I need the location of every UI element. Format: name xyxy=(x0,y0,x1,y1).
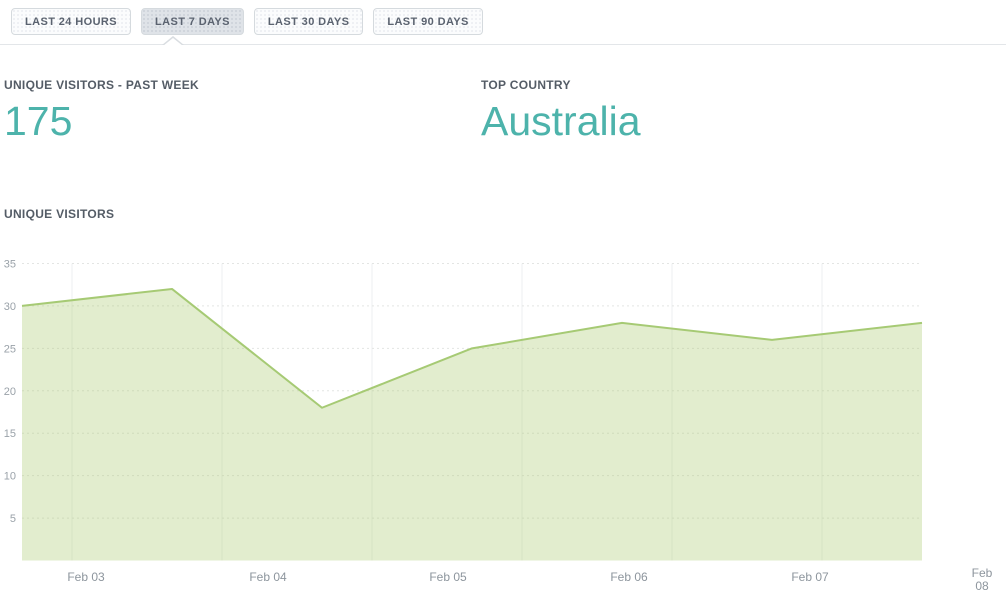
time-range-tabbar: LAST 24 HOURS LAST 7 DAYS LAST 30 DAYS L… xyxy=(11,8,483,35)
y-tick-label: 30 xyxy=(4,301,16,313)
tab-last-90-days[interactable]: LAST 90 DAYS xyxy=(373,8,483,35)
x-tick-label: 08 xyxy=(975,579,989,593)
stat-top-country: TOP COUNTRY Australia xyxy=(481,78,641,144)
x-tick-label: Feb xyxy=(972,566,993,580)
y-tick-label: 5 xyxy=(10,513,16,525)
x-tick-label: Feb 07 xyxy=(791,570,829,584)
stat-top-country-value: Australia xyxy=(481,98,641,144)
tab-last-30-days[interactable]: LAST 30 DAYS xyxy=(253,8,364,35)
x-tick-label: Feb 05 xyxy=(429,570,467,584)
x-tick-label: Feb 04 xyxy=(249,570,287,584)
stat-unique-visitors-value: 175 xyxy=(4,98,73,144)
y-tick-label: 10 xyxy=(4,471,16,483)
tab-last-24-hours[interactable]: LAST 24 HOURS xyxy=(11,8,131,35)
stat-top-country-label: TOP COUNTRY xyxy=(481,78,571,92)
tab-last-7-days[interactable]: LAST 7 DAYS xyxy=(141,8,244,35)
series-line xyxy=(21,287,923,409)
y-tick-label: 15 xyxy=(4,428,16,440)
y-tick-label: 25 xyxy=(4,343,16,355)
x-tick-label: Feb 06 xyxy=(610,570,648,584)
tabbar-divider xyxy=(0,44,1006,45)
y-tick-label: 35 xyxy=(4,259,16,271)
stat-unique-visitors-label: UNIQUE VISITORS - PAST WEEK xyxy=(4,78,200,92)
y-tick-label: 20 xyxy=(4,386,16,398)
series-area xyxy=(22,288,922,561)
x-tick-label: Feb 03 xyxy=(67,570,105,584)
active-tab-caret-fill xyxy=(163,38,183,46)
stat-unique-visitors: UNIQUE VISITORS - PAST WEEK 175 xyxy=(4,78,199,144)
chart-title: UNIQUE VISITORS xyxy=(4,207,115,221)
unique-visitors-area-chart: 35 30 25 20 15 10 5 Feb 03 Feb 04 Feb 05 Feb 06 Feb… xyxy=(4,259,993,594)
